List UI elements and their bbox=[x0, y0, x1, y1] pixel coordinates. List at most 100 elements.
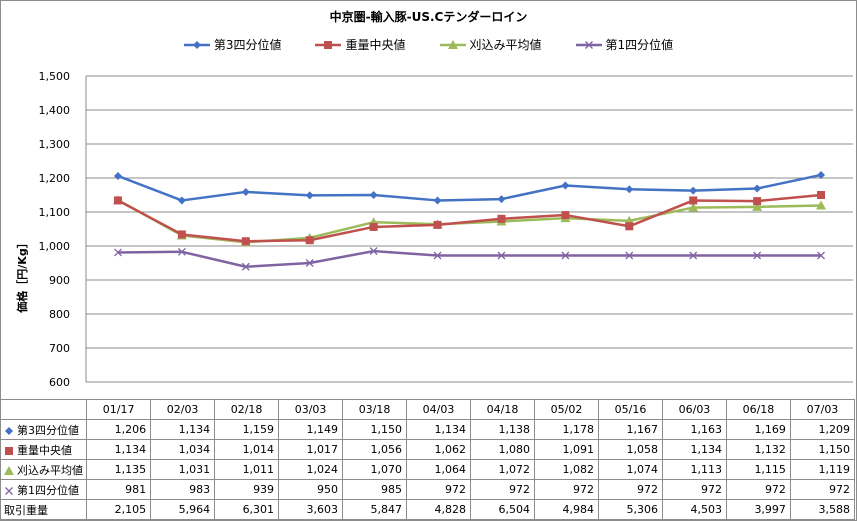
data-label: 1,034 bbox=[150, 439, 216, 460]
table-row: 第3四分位値 1,206 1,134 1,159 1,149 1,150 1,134 1,13… bbox=[0, 419, 856, 440]
table-row: 第1四分位値 981 983 939 950 985 972 972 972 972 972 972 9… bbox=[0, 479, 856, 500]
y-tick-label: 800 bbox=[49, 308, 70, 321]
data-point bbox=[561, 181, 570, 190]
x-tick-label: 05/16 bbox=[597, 399, 663, 420]
data-label: 4,984 bbox=[534, 499, 599, 520]
data-label: 972 bbox=[406, 479, 472, 500]
y-tick-label: 1,000 bbox=[39, 240, 71, 253]
data-label: 985 bbox=[342, 479, 408, 500]
row-label: 第1四分位値 bbox=[17, 483, 79, 497]
data-point bbox=[177, 247, 186, 256]
data-point bbox=[497, 251, 506, 260]
row-label-cell: 刈込み平均値 bbox=[0, 459, 88, 480]
legend-label: 第1四分位値 bbox=[605, 38, 674, 52]
data-point bbox=[305, 236, 314, 245]
y-tick-label: 1,300 bbox=[39, 138, 71, 151]
data-point bbox=[625, 222, 634, 231]
row-key-marker bbox=[5, 426, 13, 435]
y-tick-label: 900 bbox=[49, 274, 70, 287]
data-point bbox=[241, 237, 250, 246]
row-key-marker bbox=[5, 486, 13, 495]
legend-item: 第1四分位値 bbox=[575, 36, 674, 53]
data-label: 1,091 bbox=[534, 439, 599, 460]
data-point bbox=[817, 170, 826, 179]
y-tick-label: 1,500 bbox=[39, 70, 71, 83]
data-point bbox=[752, 201, 763, 211]
table-corner-cell bbox=[0, 399, 88, 420]
data-label: 1,135 bbox=[86, 459, 152, 480]
data-point bbox=[753, 197, 762, 206]
data-label: 1,080 bbox=[470, 439, 535, 460]
table-header-row: 01/17 02/03 02/18 03/03 03/18 04/03 04/18 05/02… bbox=[0, 399, 856, 420]
data-label: 1,149 bbox=[278, 419, 344, 440]
data-label: 1,169 bbox=[725, 419, 791, 440]
legend-swatch-marker bbox=[192, 40, 201, 49]
x-tick-label: 05/02 bbox=[534, 399, 599, 420]
data-label: 1,064 bbox=[406, 459, 472, 480]
row-label-cell: 第3四分位値 bbox=[0, 419, 88, 440]
data-label: 1,132 bbox=[725, 439, 791, 460]
row-key-icon bbox=[4, 465, 14, 475]
series-line bbox=[117, 193, 822, 243]
data-point bbox=[305, 191, 314, 200]
data-label: 1,119 bbox=[789, 459, 856, 480]
data-point bbox=[433, 196, 442, 205]
data-label: 1,082 bbox=[534, 459, 599, 480]
data-label: 972 bbox=[725, 479, 791, 500]
data-label: 1,206 bbox=[86, 419, 152, 440]
data-table: 01/17 02/03 02/18 03/03 03/18 04/03 04/18 05/02… bbox=[0, 399, 856, 520]
data-point bbox=[369, 222, 378, 231]
table-row: 刈込み平均値 1,135 1,031 1,011 1,024 1,070 1,064 1,07… bbox=[0, 459, 856, 480]
data-point bbox=[241, 262, 250, 271]
y-tick-label: 700 bbox=[49, 342, 70, 355]
data-label: 5,847 bbox=[342, 499, 408, 520]
row-key-marker bbox=[5, 446, 13, 455]
data-point bbox=[689, 251, 698, 260]
data-label: 1,134 bbox=[406, 419, 472, 440]
series-line bbox=[117, 173, 822, 202]
data-label: 1,159 bbox=[214, 419, 280, 440]
y-tick-label: 1,200 bbox=[39, 172, 71, 185]
data-label: 1,058 bbox=[597, 439, 663, 460]
data-label: 1,134 bbox=[150, 419, 216, 440]
data-label: 1,062 bbox=[406, 439, 472, 460]
data-point bbox=[241, 187, 250, 196]
row-key-marker bbox=[4, 465, 14, 475]
data-label: 1,150 bbox=[342, 419, 408, 440]
x-tick-label: 03/03 bbox=[278, 399, 344, 420]
data-label: 6,504 bbox=[470, 499, 535, 520]
data-point bbox=[369, 247, 378, 256]
row-label: 取引重量 bbox=[0, 499, 88, 520]
row-key-icon bbox=[5, 426, 13, 435]
data-label: 1,115 bbox=[725, 459, 791, 480]
legend-item: 重量中央値 bbox=[315, 36, 406, 53]
data-label: 1,163 bbox=[661, 419, 727, 440]
data-point bbox=[497, 214, 506, 223]
data-point bbox=[113, 171, 122, 180]
legend-item: 第3四分位値 bbox=[183, 36, 282, 53]
data-label: 2,105 bbox=[86, 499, 152, 520]
data-label: 939 bbox=[214, 479, 280, 500]
x-tick-label: 07/03 bbox=[789, 399, 856, 420]
data-label: 1,011 bbox=[214, 459, 280, 480]
data-label: 5,306 bbox=[597, 499, 663, 520]
x-tick-label: 02/03 bbox=[150, 399, 216, 420]
table-row: 重量中央値 1,134 1,034 1,014 1,017 1,056 1,062 1,080… bbox=[0, 439, 856, 460]
data-point bbox=[113, 196, 122, 205]
data-label: 1,074 bbox=[597, 459, 663, 480]
data-point bbox=[753, 251, 762, 260]
row-label: 刈込み平均値 bbox=[17, 463, 83, 477]
data-label: 6,301 bbox=[214, 499, 280, 520]
x-tick-label: 03/18 bbox=[342, 399, 408, 420]
row-key-icon bbox=[5, 446, 13, 455]
row-label-cell: 第1四分位値 bbox=[0, 479, 88, 500]
data-label: 1,138 bbox=[470, 419, 535, 440]
legend-label: 第3四分位値 bbox=[213, 38, 282, 52]
table-row: 取引重量 2,105 5,964 6,301 3,603 5,847 4,828 6,504 4… bbox=[0, 499, 856, 520]
data-label: 1,031 bbox=[150, 459, 216, 480]
legend: 第3四分位値 重量中央値 刈込み平均値 第1四分位値 bbox=[0, 36, 857, 53]
x-tick-label: 02/18 bbox=[214, 399, 280, 420]
data-label: 4,828 bbox=[406, 499, 472, 520]
row-key-icon bbox=[5, 486, 13, 495]
data-point bbox=[688, 202, 699, 212]
